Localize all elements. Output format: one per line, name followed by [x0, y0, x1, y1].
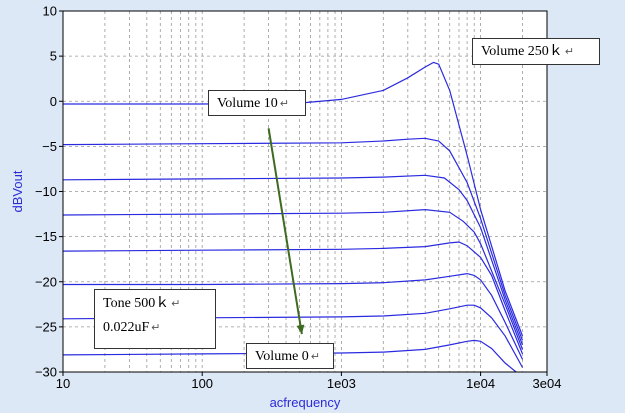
arrow-head [296, 324, 305, 335]
return-mark: ↵ [564, 46, 575, 58]
annotation-text: 0.022uF [103, 320, 150, 335]
return-mark: ↵ [279, 98, 290, 110]
x-tick-label: 10 [56, 376, 70, 391]
x-tick-label: 1e03 [327, 376, 356, 391]
x-tick-label: 100 [191, 376, 213, 391]
return-mark: ↵ [310, 351, 321, 363]
annotation-volume-250k: Volume 250ｋ ↵ [472, 38, 600, 65]
series-line-4 [62, 208, 524, 350]
x-axis-title: acfrequency [270, 395, 341, 410]
series-line-7 [62, 304, 524, 368]
annotation-line: Tone 500ｋ ↵ [103, 294, 207, 314]
annotation-text: Volume 250ｋ [481, 44, 563, 59]
y-tick-label: −15 [35, 229, 57, 244]
annotation-line: 0.022uF ↵ [103, 318, 207, 338]
series-line-2 [62, 137, 524, 341]
arrow-line [267, 128, 303, 335]
return-mark: ↵ [171, 298, 181, 310]
annotation-text: Volume 0 [255, 349, 309, 364]
y-tick-label: 5 [50, 49, 57, 64]
y-tick-label: −30 [35, 365, 57, 380]
y-tick-label: −20 [35, 274, 57, 289]
x-tick-label: 3e04 [533, 376, 562, 391]
series-line-1 [63, 61, 524, 337]
annotation-tone-500k: Tone 500ｋ ↵ 0.022uF ↵ [94, 289, 216, 349]
annotation-text: Tone 500ｋ [103, 296, 170, 311]
y-tick-label: 10 [43, 4, 57, 19]
grid [63, 11, 547, 372]
y-tick-label: −10 [35, 184, 57, 199]
arrow-group [267, 128, 305, 335]
annotation-volume-0: Volume 0 ↵ [246, 343, 334, 369]
series-line-3 [62, 174, 524, 346]
y-axis-title: dBVout [10, 170, 25, 212]
annotation-text: Volume 10 [217, 96, 278, 111]
annotation-volume-10: Volume 10 ↵ [208, 90, 306, 116]
return-mark: ↵ [151, 322, 161, 334]
y-tick-label: −25 [35, 319, 57, 334]
x-tick-label: 1e04 [466, 376, 495, 391]
series-line-5 [62, 241, 524, 355]
series-line-6 [63, 272, 524, 360]
axis-ticks: 10 100 1e03 1e04 3e04 10 5 0 −5 −10 −15 −20 −25 −30 [35, 4, 562, 392]
y-tick-label: 0 [50, 94, 57, 109]
y-tick-label: −5 [42, 139, 57, 154]
